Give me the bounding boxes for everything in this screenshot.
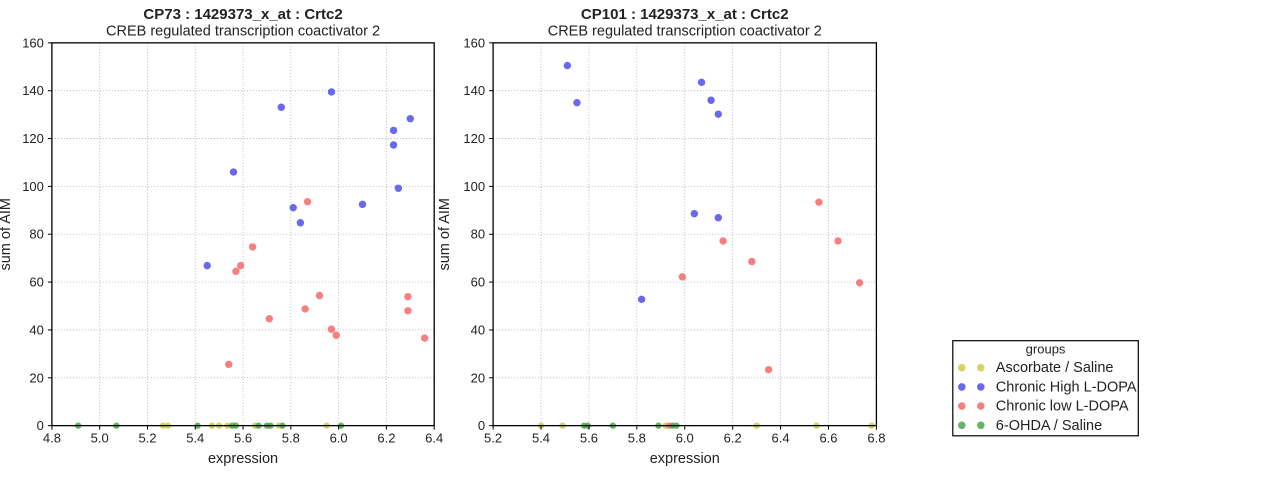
- svg-text:6.0: 6.0: [330, 431, 348, 446]
- svg-text:140: 140: [463, 83, 485, 98]
- svg-text:5.6: 5.6: [580, 431, 598, 446]
- svg-text:sum of AIM: sum of AIM: [437, 198, 453, 271]
- svg-text:40: 40: [29, 322, 43, 337]
- svg-text:CREB regulated transcription c: CREB regulated transcription coactivator…: [106, 24, 380, 40]
- svg-text:CP101 : 1429373_x_at : Crtc2: CP101 : 1429373_x_at : Crtc2: [581, 6, 789, 23]
- svg-text:CREB regulated transcription c: CREB regulated transcription coactivator…: [548, 24, 822, 40]
- svg-text:120: 120: [463, 131, 485, 146]
- svg-text:5.2: 5.2: [138, 431, 156, 446]
- svg-text:5.6: 5.6: [234, 431, 252, 446]
- svg-text:Chronic low L-DOPA: Chronic low L-DOPA: [996, 399, 1129, 415]
- svg-text:40: 40: [471, 322, 485, 337]
- svg-text:6.0: 6.0: [676, 431, 694, 446]
- svg-text:5.4: 5.4: [532, 431, 550, 446]
- svg-text:100: 100: [22, 179, 44, 194]
- svg-text:sum of AIM: sum of AIM: [0, 198, 14, 271]
- svg-text:Chronic High L-DOPA: Chronic High L-DOPA: [996, 379, 1137, 395]
- svg-text:6.2: 6.2: [724, 431, 742, 446]
- svg-text:5.8: 5.8: [282, 431, 300, 446]
- svg-text:5.8: 5.8: [628, 431, 646, 446]
- svg-text:6.6: 6.6: [819, 431, 837, 446]
- svg-text:80: 80: [471, 227, 485, 242]
- svg-text:160: 160: [463, 35, 485, 50]
- svg-text:20: 20: [471, 370, 485, 385]
- svg-text:4.8: 4.8: [43, 431, 61, 446]
- svg-text:Ascorbate / Saline: Ascorbate / Saline: [996, 360, 1114, 376]
- svg-text:0: 0: [37, 418, 44, 433]
- svg-text:expression: expression: [208, 451, 278, 467]
- svg-text:20: 20: [29, 370, 43, 385]
- svg-text:160: 160: [22, 35, 44, 50]
- svg-text:140: 140: [22, 83, 44, 98]
- svg-text:5.0: 5.0: [91, 431, 109, 446]
- svg-text:100: 100: [463, 179, 485, 194]
- svg-text:6.4: 6.4: [425, 431, 443, 446]
- svg-text:60: 60: [471, 275, 485, 290]
- svg-text:5.4: 5.4: [186, 431, 204, 446]
- svg-text:6-OHDA / Saline: 6-OHDA / Saline: [996, 418, 1102, 434]
- svg-text:6.2: 6.2: [377, 431, 395, 446]
- svg-text:6.8: 6.8: [867, 431, 885, 446]
- svg-text:groups: groups: [1026, 342, 1066, 357]
- svg-text:80: 80: [29, 227, 43, 242]
- svg-text:CP73 : 1429373_x_at : Crtc2: CP73 : 1429373_x_at : Crtc2: [143, 6, 342, 23]
- svg-text:60: 60: [29, 275, 43, 290]
- svg-text:120: 120: [22, 131, 44, 146]
- svg-text:0: 0: [478, 418, 485, 433]
- svg-text:6.4: 6.4: [772, 431, 790, 446]
- svg-text:expression: expression: [650, 451, 720, 467]
- svg-text:5.2: 5.2: [484, 431, 502, 446]
